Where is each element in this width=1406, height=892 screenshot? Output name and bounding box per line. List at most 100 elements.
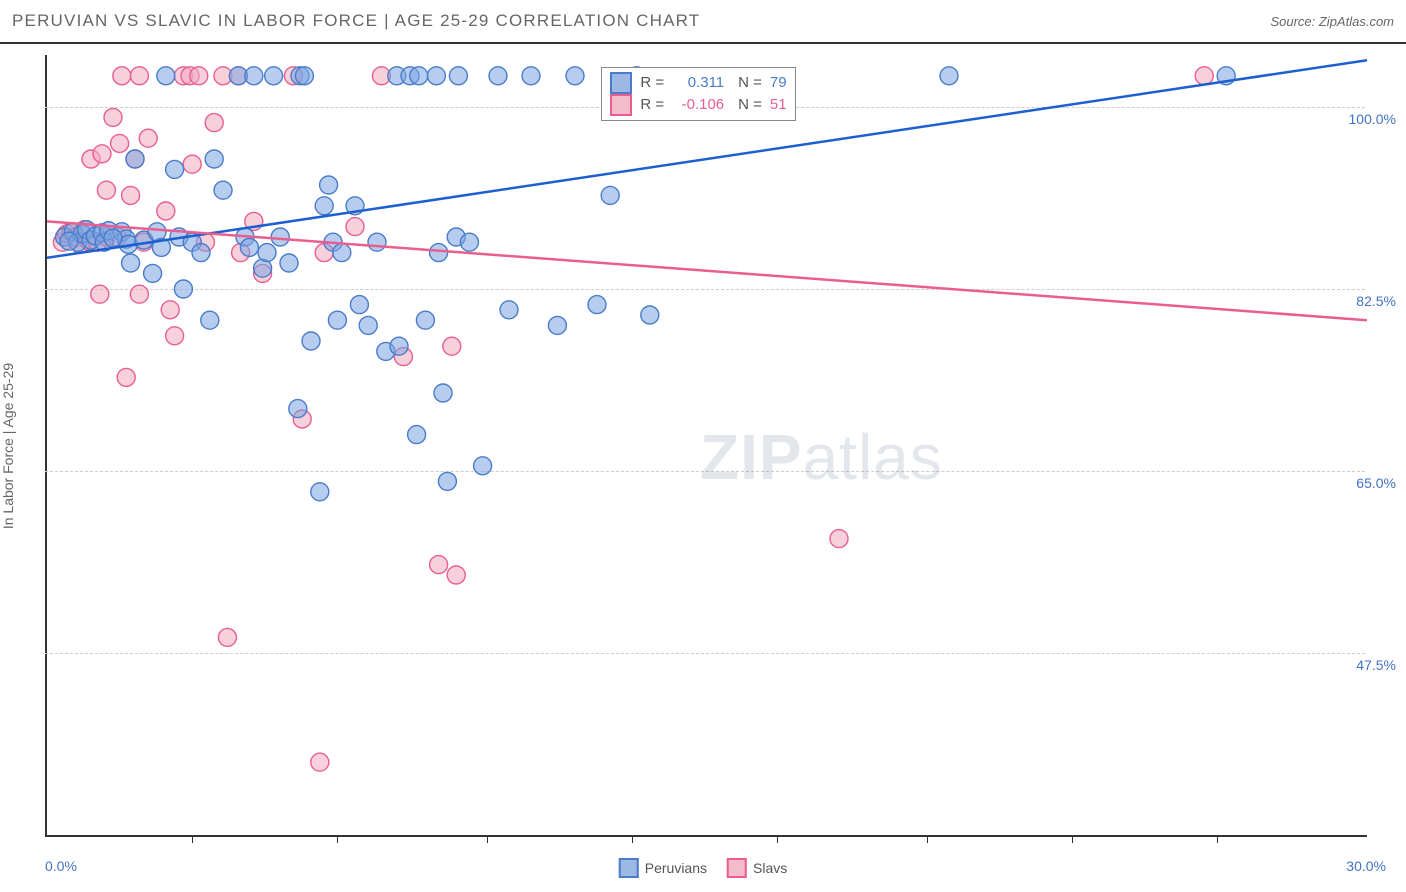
data-point bbox=[302, 332, 320, 350]
data-point bbox=[940, 67, 958, 85]
xtick bbox=[487, 835, 488, 843]
data-point bbox=[408, 426, 426, 444]
stats-legend-row: R = 0.311 N = 79 bbox=[610, 72, 786, 94]
xtick bbox=[1072, 835, 1073, 843]
data-point bbox=[522, 67, 540, 85]
data-point bbox=[265, 67, 283, 85]
data-point bbox=[368, 233, 386, 251]
data-point bbox=[113, 67, 131, 85]
data-point bbox=[139, 129, 157, 147]
legend-item: Slavs bbox=[727, 858, 787, 878]
data-point bbox=[122, 254, 140, 272]
source-label: Source: ZipAtlas.com bbox=[1270, 14, 1394, 29]
n-value: 79 bbox=[770, 74, 787, 91]
data-point bbox=[333, 244, 351, 262]
data-point bbox=[97, 181, 115, 199]
scatter-svg bbox=[47, 55, 1367, 835]
xtick bbox=[777, 835, 778, 843]
data-point bbox=[205, 150, 223, 168]
data-point bbox=[350, 296, 368, 314]
data-point bbox=[166, 327, 184, 345]
legend-swatch-icon bbox=[610, 72, 632, 94]
data-point bbox=[289, 400, 307, 418]
data-point bbox=[240, 238, 258, 256]
data-point bbox=[548, 316, 566, 334]
data-point bbox=[60, 232, 78, 250]
data-point bbox=[311, 753, 329, 771]
data-point bbox=[430, 244, 448, 262]
r-value: -0.106 bbox=[672, 96, 724, 113]
x-axis-min-label: 0.0% bbox=[45, 858, 77, 874]
data-point bbox=[104, 229, 122, 247]
data-point bbox=[447, 566, 465, 584]
data-point bbox=[218, 628, 236, 646]
data-point bbox=[460, 233, 478, 251]
data-point bbox=[183, 155, 201, 173]
data-point bbox=[280, 254, 298, 272]
chart-container: PERUVIAN VS SLAVIC IN LABOR FORCE | AGE … bbox=[0, 0, 1406, 892]
data-point bbox=[315, 197, 333, 215]
data-point bbox=[588, 296, 606, 314]
data-point bbox=[390, 337, 408, 355]
chart-header: PERUVIAN VS SLAVIC IN LABOR FORCE | AGE … bbox=[0, 0, 1406, 44]
data-point bbox=[157, 202, 175, 220]
legend-label: Slavs bbox=[753, 860, 787, 876]
data-point bbox=[830, 530, 848, 548]
n-label: N = bbox=[738, 74, 762, 91]
r-value: 0.311 bbox=[672, 74, 724, 91]
data-point bbox=[328, 311, 346, 329]
data-point bbox=[122, 186, 140, 204]
data-point bbox=[111, 134, 129, 152]
data-point bbox=[190, 67, 208, 85]
data-point bbox=[500, 301, 518, 319]
x-axis-max-label: 30.0% bbox=[1346, 858, 1386, 874]
data-point bbox=[126, 150, 144, 168]
data-point bbox=[427, 67, 445, 85]
data-point bbox=[311, 483, 329, 501]
stats-legend-row: R =-0.106N =51 bbox=[610, 94, 786, 116]
data-point bbox=[130, 67, 148, 85]
r-label: R = bbox=[640, 74, 664, 91]
legend-swatch-icon bbox=[610, 94, 632, 116]
n-value: 51 bbox=[770, 96, 787, 113]
xtick bbox=[192, 835, 193, 843]
data-point bbox=[474, 457, 492, 475]
data-point bbox=[430, 556, 448, 574]
n-label: N = bbox=[738, 96, 762, 113]
data-point bbox=[117, 368, 135, 386]
xtick bbox=[632, 835, 633, 843]
legend-swatch-icon bbox=[727, 858, 747, 878]
legend-swatch-icon bbox=[619, 858, 639, 878]
data-point bbox=[174, 280, 192, 298]
chart-title: PERUVIAN VS SLAVIC IN LABOR FORCE | AGE … bbox=[12, 11, 700, 31]
xtick bbox=[1217, 835, 1218, 843]
data-point bbox=[320, 176, 338, 194]
data-point bbox=[104, 108, 122, 126]
data-point bbox=[93, 145, 111, 163]
data-point bbox=[438, 472, 456, 490]
legend-label: Peruvians bbox=[645, 860, 707, 876]
data-point bbox=[130, 285, 148, 303]
data-point bbox=[443, 337, 461, 355]
data-point bbox=[434, 384, 452, 402]
data-point bbox=[214, 181, 232, 199]
xtick bbox=[927, 835, 928, 843]
regression-line bbox=[47, 221, 1367, 320]
xtick bbox=[337, 835, 338, 843]
data-point bbox=[144, 264, 162, 282]
data-point bbox=[359, 316, 377, 334]
data-point bbox=[91, 285, 109, 303]
data-point bbox=[258, 244, 276, 262]
plot-area: R = 0.311 N = 79R = -0.106 N = 51 bbox=[45, 55, 1367, 837]
data-point bbox=[489, 67, 507, 85]
data-point bbox=[295, 67, 313, 85]
data-point bbox=[346, 218, 364, 236]
series-legend: Peruvians Slavs bbox=[619, 858, 788, 878]
data-point bbox=[205, 114, 223, 132]
data-point bbox=[157, 67, 175, 85]
data-point bbox=[201, 311, 219, 329]
data-point bbox=[271, 228, 289, 246]
data-point bbox=[192, 244, 210, 262]
data-point bbox=[449, 67, 467, 85]
data-point bbox=[566, 67, 584, 85]
